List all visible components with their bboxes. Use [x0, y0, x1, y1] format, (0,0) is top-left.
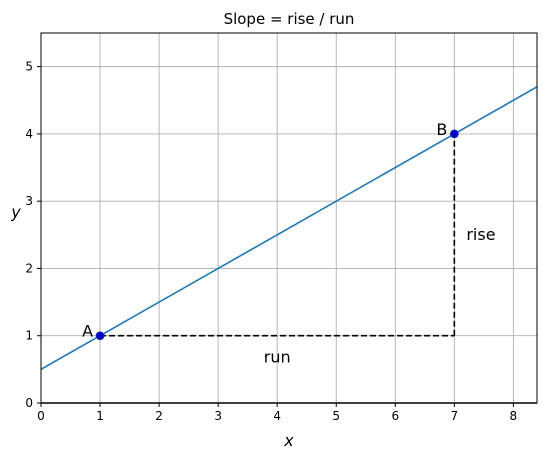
chart-title: Slope = rise / run — [224, 10, 355, 28]
y-tick-label: 4 — [25, 127, 33, 141]
x-tick-label: 3 — [214, 409, 222, 423]
rise-annotation: rise — [466, 225, 495, 244]
x-tick-label: 2 — [155, 409, 163, 423]
x-tick-label: 4 — [273, 409, 281, 423]
x-tick-label: 5 — [332, 409, 340, 423]
x-tick-label: 0 — [37, 409, 45, 423]
point-a-marker — [95, 331, 105, 341]
x-tick-label: 6 — [391, 409, 399, 423]
y-axis-label: y — [10, 202, 21, 221]
run-annotation: run — [264, 348, 291, 367]
y-tick-label: 1 — [25, 329, 33, 343]
x-tick-label: 1 — [96, 409, 104, 423]
y-tick-label: 3 — [25, 194, 33, 208]
point-b-label: B — [436, 120, 447, 139]
series-line — [40, 86, 538, 371]
x-tick-label: 8 — [510, 409, 518, 423]
point-layer: AB — [82, 120, 459, 341]
point-a-label: A — [82, 322, 93, 341]
y-tick-label: 0 — [25, 396, 33, 410]
x-tick-label: 7 — [451, 409, 459, 423]
tick-layer: 0 1 2 3 4 5 6 7 8 0 1 2 3 4 5 — [25, 60, 537, 423]
x-axis-label: x — [283, 431, 294, 450]
y-tick-label: 5 — [25, 60, 33, 74]
y-tick-label: 2 — [25, 261, 33, 275]
rise-run-guides — [100, 133, 456, 337]
series-layer — [40, 86, 538, 371]
point-b-marker — [449, 129, 459, 139]
